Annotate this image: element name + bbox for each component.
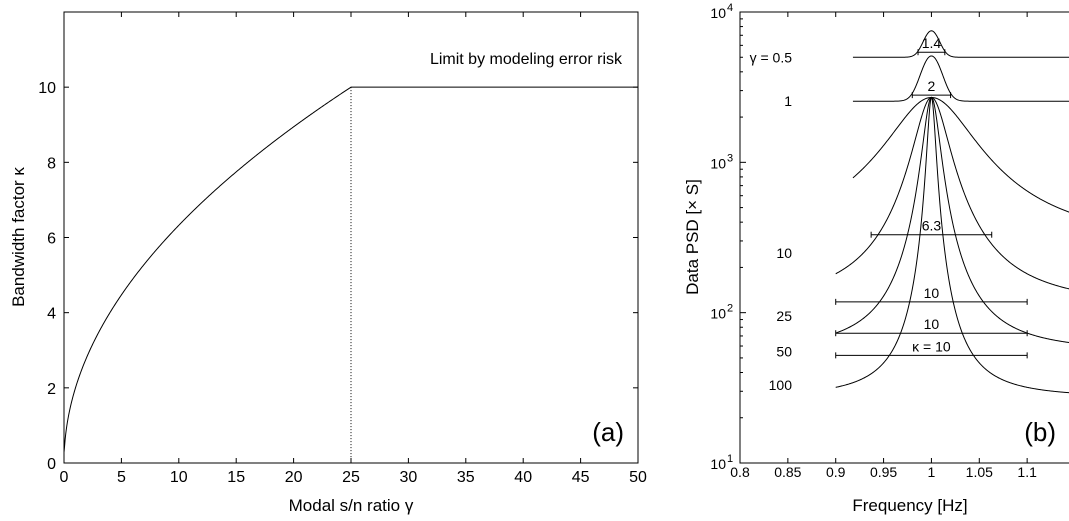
b-x-tick-label: 1: [928, 464, 936, 480]
b-panel-label: (b): [1024, 417, 1056, 447]
b-x-tick-label: 1.05: [966, 464, 993, 480]
b-y-tick-label: 10: [710, 456, 726, 472]
a-y-tick-label: 6: [47, 231, 56, 248]
b-y-tick-label: 10: [710, 306, 726, 322]
b-x-tick-label: 0.8: [730, 464, 750, 480]
b-psd-curve: [852, 55, 1069, 102]
a-x-tick-label: 0: [60, 469, 69, 486]
b-psd-curve: [835, 96, 1069, 394]
b-y-tick-exponent: 4: [727, 2, 733, 14]
b-gamma-label: 25: [776, 308, 792, 324]
b-x-tick-label: 0.9: [826, 464, 846, 480]
b-x-tick-label: 1.1: [1017, 464, 1037, 480]
a-x-tick-label: 25: [342, 469, 360, 486]
b-y-tick-label: 10: [710, 5, 726, 21]
b-psd-curve: [835, 96, 1069, 344]
a-x-tick-label: 20: [285, 469, 303, 486]
b-psd-curve: [852, 30, 1069, 58]
a-x-tick-label: 5: [117, 469, 126, 486]
b-psd-curve: [835, 96, 1069, 290]
b-gamma-label: 1: [784, 93, 792, 109]
b-y-axis-label: Data PSD [× S]: [683, 179, 702, 295]
a-y-tick-label: 4: [47, 306, 56, 323]
a-x-tick-label: 35: [457, 469, 475, 486]
a-y-tick-label: 8: [47, 155, 56, 172]
panel-b-frame: [739, 11, 1069, 464]
b-bandwidth-label: 10: [924, 285, 940, 301]
b-x-tick-label: 0.95: [870, 464, 897, 480]
b-y-tick-label: 10: [710, 155, 726, 171]
a-annotation: Limit by modeling error risk: [430, 51, 623, 68]
b-bandwidth-label: 2: [928, 78, 936, 94]
a-y-tick-label: 10: [38, 80, 56, 97]
b-bandwidth-label: 10: [924, 316, 940, 332]
b-bandwidth-label: 1.4: [922, 35, 942, 51]
b-gamma-label: 10: [776, 245, 792, 261]
a-x-tick-label: 10: [170, 469, 188, 486]
a-y-tick-label: 0: [47, 456, 56, 473]
a-x-axis-label: Modal s/n ratio γ: [289, 496, 414, 515]
a-panel-label: (a): [592, 417, 624, 447]
a-x-tick-label: 50: [629, 469, 647, 486]
b-gamma-label: 50: [776, 344, 792, 360]
b-bandwidth-label: κ = 10: [912, 338, 951, 354]
b-y-tick-exponent: 3: [727, 152, 733, 164]
b-y-tick-exponent: 1: [727, 453, 733, 465]
a-y-tick-label: 2: [47, 381, 56, 398]
b-bandwidth-label: 6.3: [922, 218, 942, 234]
b-psd-curve: [852, 96, 1069, 213]
a-x-tick-label: 40: [514, 469, 532, 486]
b-gamma-label: 100: [769, 377, 793, 393]
a-x-tick-label: 45: [572, 469, 590, 486]
b-gamma-label: γ = 0.5: [750, 49, 793, 65]
a-y-axis-label: Bandwidth factor κ: [9, 167, 28, 307]
a-x-tick-label: 30: [400, 469, 418, 486]
b-y-tick-exponent: 2: [727, 303, 733, 315]
b-x-tick-label: 0.85: [774, 464, 801, 480]
panel-a: 0 5 10 15 20 25 30 35 40 45 50 0 2 4 6 8 10 Limit by mo…: [9, 11, 647, 515]
a-x-tick-label: 15: [227, 469, 245, 486]
b-x-axis-label: Frequency [Hz]: [852, 496, 967, 515]
